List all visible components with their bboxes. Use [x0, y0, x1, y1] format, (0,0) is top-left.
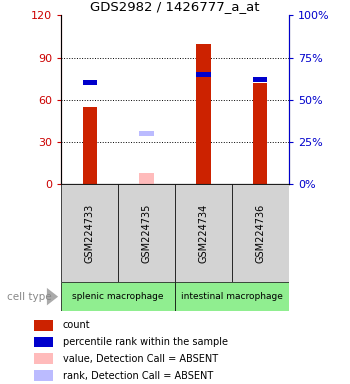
Bar	[34, 370, 53, 381]
Text: GSM224736: GSM224736	[255, 204, 265, 263]
Bar	[83, 107, 97, 184]
FancyBboxPatch shape	[118, 184, 175, 282]
Bar	[139, 131, 154, 136]
FancyBboxPatch shape	[232, 184, 289, 282]
FancyBboxPatch shape	[61, 282, 175, 311]
Polygon shape	[47, 288, 58, 305]
FancyBboxPatch shape	[175, 282, 289, 311]
Bar	[253, 83, 267, 184]
Text: cell type: cell type	[7, 291, 52, 302]
Text: splenic macrophage: splenic macrophage	[72, 292, 164, 301]
Bar	[83, 81, 97, 85]
Text: rank, Detection Call = ABSENT: rank, Detection Call = ABSENT	[63, 371, 213, 381]
Bar	[253, 77, 267, 82]
Bar	[34, 353, 53, 364]
Text: value, Detection Call = ABSENT: value, Detection Call = ABSENT	[63, 354, 218, 364]
Text: intestinal macrophage: intestinal macrophage	[181, 292, 283, 301]
Text: count: count	[63, 320, 90, 330]
Text: GSM224733: GSM224733	[85, 204, 95, 263]
Text: GSM224734: GSM224734	[198, 204, 209, 263]
Bar	[34, 320, 53, 331]
FancyBboxPatch shape	[61, 184, 118, 282]
Text: GSM224735: GSM224735	[141, 204, 152, 263]
Bar	[139, 173, 154, 184]
Bar	[196, 43, 211, 184]
Title: GDS2982 / 1426777_a_at: GDS2982 / 1426777_a_at	[90, 0, 260, 13]
Text: percentile rank within the sample: percentile rank within the sample	[63, 337, 228, 347]
FancyBboxPatch shape	[175, 184, 232, 282]
Bar	[34, 337, 53, 348]
Bar	[196, 72, 211, 77]
